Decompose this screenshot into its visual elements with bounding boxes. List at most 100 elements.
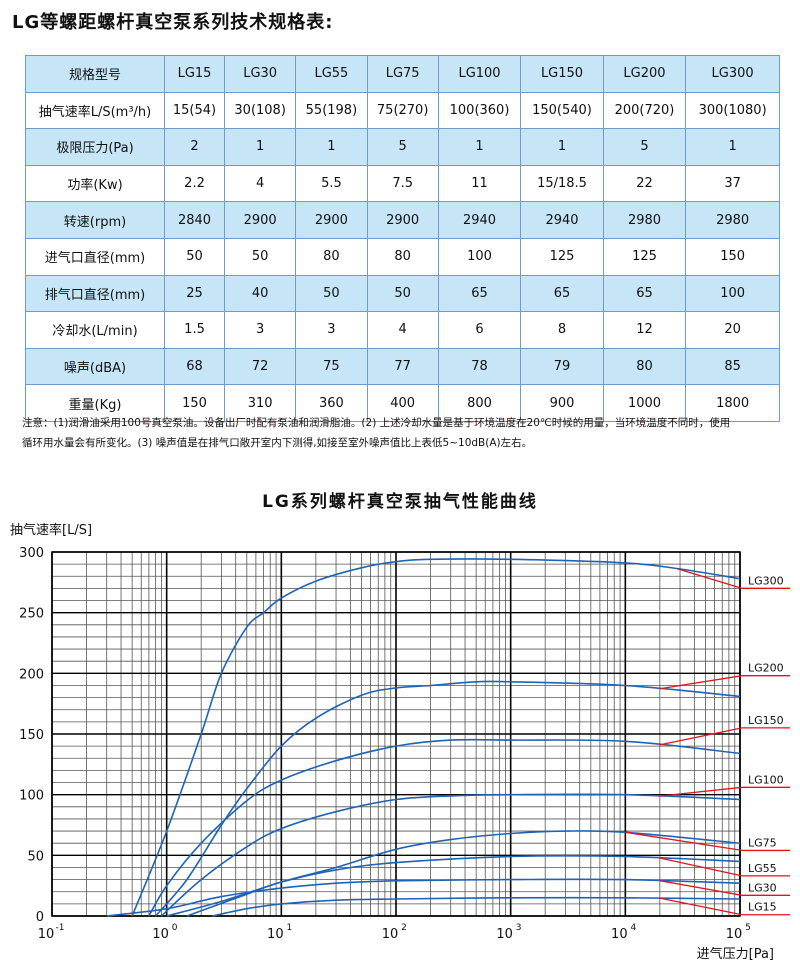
table-cell: 4 — [366, 311, 439, 349]
leader-line-lg15 — [659, 897, 743, 916]
table-cell: 2940 — [437, 201, 522, 239]
table-cell: 2900 — [366, 201, 439, 239]
table-cell: 2940 — [520, 201, 604, 239]
table-cell: 3 — [295, 311, 368, 349]
table-cell: 55(198) — [295, 91, 368, 130]
x-tick-label: 10 — [611, 927, 628, 942]
leader-line-lg150 — [659, 727, 743, 746]
x-tick-exponent: 4 — [630, 923, 636, 933]
x-tick-exponent: 2 — [401, 923, 407, 933]
table-cell: 125 — [602, 237, 687, 276]
series-label-lg55: LG55 — [748, 862, 777, 875]
table-cell: 75 — [295, 347, 368, 386]
table-cell: 50 — [366, 274, 439, 313]
x-tick-label: 10 — [382, 927, 399, 942]
table-cell: 75(270) — [366, 91, 439, 130]
leader-line-lg30 — [659, 880, 743, 896]
table-cell: 80 — [602, 347, 687, 386]
table-cell: 15/18.5 — [520, 164, 604, 203]
table-cell: 72 — [224, 347, 297, 386]
y-tick-label: 0 — [36, 910, 44, 925]
table-cell: 150 — [685, 237, 780, 276]
header-model-cell: LG100 — [437, 55, 522, 93]
table-cell: 1 — [295, 128, 368, 166]
table-cell: 11 — [437, 164, 522, 203]
table-cell: 2980 — [685, 201, 780, 239]
table-cell: 200(720) — [602, 91, 687, 130]
leader-line-lg300 — [676, 568, 743, 589]
table-cell: 125 — [520, 237, 604, 276]
table-row: 转速(rpm) 2840 2900 2900 2900 2940 2940 2980 2980 — [25, 201, 780, 239]
series-label-lg100: LG100 — [748, 773, 784, 786]
row-label-cell: 转速(rpm) — [25, 201, 165, 239]
table-cell: 100 — [685, 274, 780, 313]
table-cell: 65 — [520, 274, 604, 313]
table-cell: 150(540) — [520, 91, 604, 130]
note-line: 注意：(1)润滑油采用100号真空泵油。设备出厂时配有泵油和润滑脂油。(2) 上… — [22, 417, 731, 429]
curve-lg55 — [186, 855, 741, 917]
table-cell: 100(360) — [437, 91, 522, 130]
x-tick-label: 10 — [496, 927, 513, 942]
leader-line-lg200 — [659, 675, 743, 690]
header-model-cell: LG150 — [520, 55, 604, 93]
x-tick-label: 10 — [726, 927, 743, 942]
series-label-lg75: LG75 — [748, 836, 777, 849]
row-label-cell: 排气口直径(mm) — [25, 274, 165, 313]
table-cell: 7.5 — [366, 164, 439, 203]
x-tick-exponent: 3 — [516, 923, 522, 933]
header-model-cell: LG30 — [224, 55, 297, 93]
table-cell: 68 — [163, 347, 226, 386]
table-cell: 30(108) — [224, 91, 297, 130]
table-cell: 4 — [224, 164, 297, 203]
table-cell: 15(54) — [163, 91, 226, 130]
x-tick-exponent: 1 — [286, 923, 292, 933]
row-label-cell: 进气口直径(mm) — [25, 237, 165, 276]
curve-lg300 — [131, 558, 741, 917]
table-cell: 80 — [366, 237, 439, 276]
table-cell: 5.5 — [295, 164, 368, 203]
x-tick-label: 10 — [267, 927, 284, 942]
table-cell: 6 — [437, 311, 522, 349]
table-cell: 20 — [685, 311, 780, 349]
table-cell: 2980 — [602, 201, 687, 239]
table-cell: 40 — [224, 274, 297, 313]
series-label-lg15: LG15 — [748, 901, 777, 914]
table-cell: 100 — [437, 237, 522, 276]
notes: 注意：(1)润滑油采用100号真空泵油。设备出厂时配有泵油和润滑脂油。(2) 上… — [22, 413, 782, 453]
table-cell: 1.5 — [163, 311, 226, 349]
table-cell: 1 — [224, 128, 297, 166]
series-label-lg30: LG30 — [748, 881, 777, 894]
table-row: 排气口直径(mm) 25 40 50 50 65 65 65 100 — [25, 274, 780, 313]
table-row: 极限压力(Pa) 2 1 1 5 1 1 5 1 — [25, 128, 780, 166]
table-cell: 37 — [685, 164, 780, 203]
note-line: 循环用水量会有所变化。(3) 噪声值是在排气口敞开室内下测得,如接至室外噪声值比… — [22, 437, 533, 449]
curve-lg30 — [106, 878, 741, 917]
y-tick-label: 300 — [19, 546, 44, 561]
row-label-cell: 抽气速率L/S(m³/h) — [25, 91, 165, 130]
x-tick-label: 10 — [152, 927, 169, 942]
leader-line-lg100 — [659, 786, 743, 797]
table-cell: 5 — [602, 128, 687, 166]
table-cell: 2 — [163, 128, 226, 166]
page-title: LG等螺距螺杆真空泵系列技术规格表: — [12, 12, 334, 33]
table-cell: 65 — [602, 274, 687, 313]
table-cell: 5 — [366, 128, 439, 166]
table-cell: 85 — [685, 347, 780, 386]
table-cell: 1 — [437, 128, 522, 166]
table-cell: 2840 — [163, 201, 226, 239]
table-cell: 50 — [224, 237, 297, 276]
header-model-cell: LG55 — [295, 55, 368, 93]
table-row: 功率(Kw) 2.2 4 5.5 7.5 11 15/18.5 22 37 — [25, 164, 780, 203]
series-label-lg150: LG150 — [748, 714, 784, 727]
y-tick-label: 150 — [19, 728, 44, 743]
x-tick-exponent: -1 — [56, 923, 65, 933]
x-tick-exponent: 5 — [745, 923, 751, 933]
table-cell: 80 — [295, 237, 368, 276]
x-tick-label: 10 — [38, 927, 55, 942]
header-label-cell: 规格型号 — [25, 55, 165, 93]
curve-lg200 — [154, 680, 741, 917]
row-label-cell: 重量(Kg) — [25, 384, 165, 422]
table-cell: 2900 — [295, 201, 368, 239]
y-tick-label: 250 — [19, 607, 44, 622]
table-row: 进气口直径(mm) 50 50 80 80 100 125 125 150 — [25, 237, 780, 276]
